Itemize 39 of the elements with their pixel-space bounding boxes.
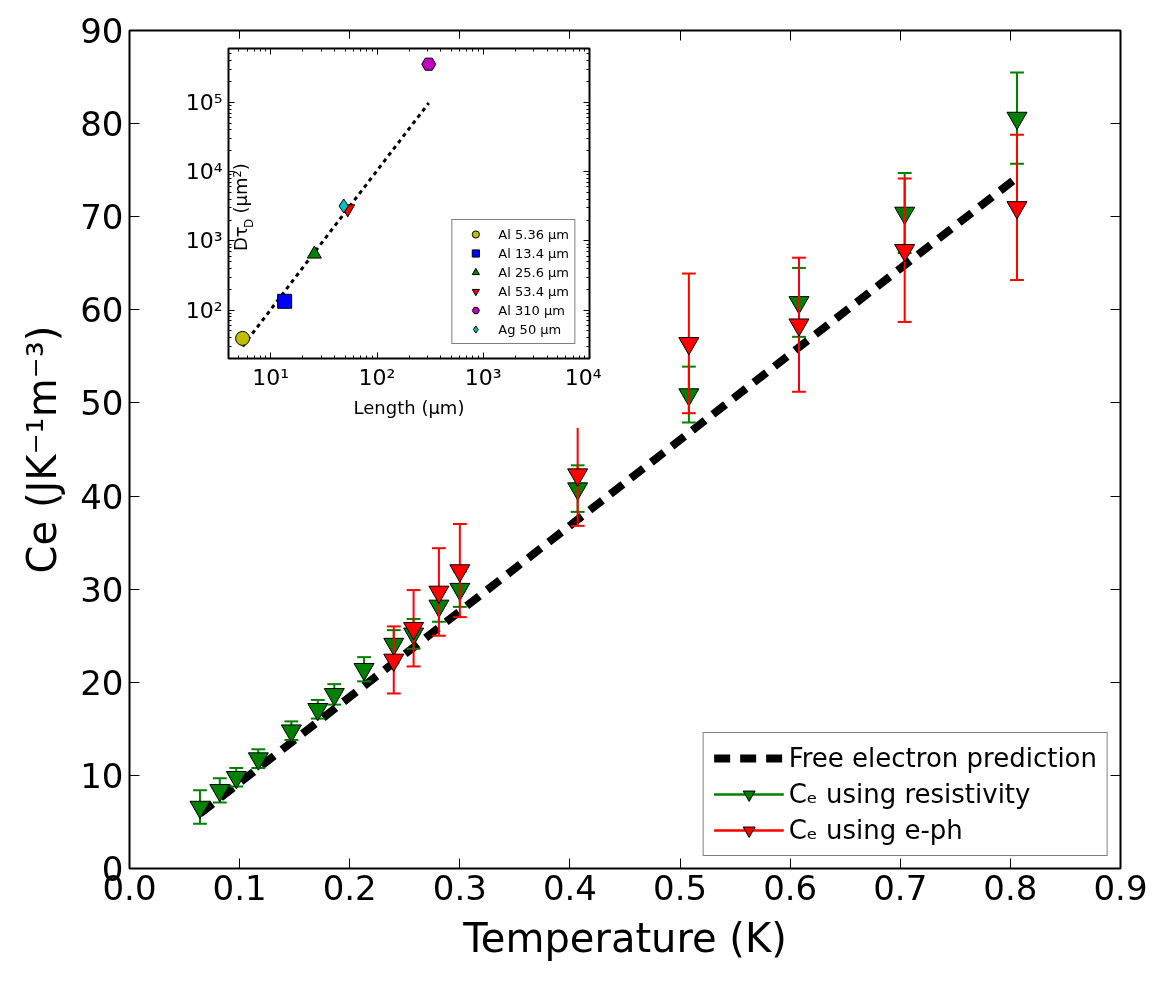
- y-tick-label: 80: [80, 104, 124, 145]
- x-tick-label: 0.4: [542, 867, 597, 908]
- y-tick-label: 40: [80, 476, 124, 517]
- x-tick-label: 0.7: [873, 867, 928, 908]
- y-tick-label: 10⁴: [185, 159, 223, 185]
- x-axis-title: Length (μm): [353, 396, 465, 418]
- y-tick-label: 90: [80, 11, 124, 51]
- y-tick-label: 20: [80, 662, 124, 703]
- x-tick-label: 10⁴: [564, 364, 602, 390]
- legend-label: Al 13.4 μm: [498, 245, 569, 261]
- x-tick-label: 0.3: [432, 867, 487, 908]
- x-tick-label: 0.1: [212, 867, 267, 908]
- y-axis-title: Ce (JK⁻¹m⁻³): [19, 325, 66, 574]
- legend-label: Free electron prediction: [788, 743, 1097, 773]
- y-axis-title: DτD (μm²): [229, 163, 256, 252]
- y-tick-label: 50: [80, 383, 124, 424]
- x-axis-title: Temperature (K): [462, 914, 787, 961]
- y-tick-label: 10: [80, 755, 124, 796]
- legend-label: Cₑ using e-ph: [788, 815, 963, 845]
- x-tick-label: 0.2: [322, 867, 377, 908]
- x-tick-label: 10²: [358, 364, 396, 390]
- y-tick-label: 70: [80, 197, 124, 238]
- legend-label: Al 310 μm: [498, 302, 565, 318]
- x-tick-label: 10¹: [252, 364, 290, 390]
- y-tick-label: 10²: [185, 297, 223, 323]
- legend-label: Ag 50 μm: [498, 321, 562, 337]
- legend-label: Al 25.6 μm: [498, 264, 569, 280]
- y-tick-label: 10⁵: [185, 89, 223, 115]
- legend-label: Cₑ using resistivity: [788, 779, 1031, 809]
- x-tick-label: 0.9: [1093, 867, 1148, 908]
- y-tick-label: 60: [80, 290, 124, 331]
- x-tick-label: 0.5: [653, 867, 708, 908]
- y-tick-label: 10³: [185, 228, 223, 254]
- x-tick-label: 0.6: [763, 867, 818, 908]
- x-tick-label: 10³: [464, 364, 502, 390]
- y-tick-label: 30: [80, 569, 124, 610]
- x-tick-label: 0.8: [983, 867, 1038, 908]
- legend-label: Al 53.4 μm: [498, 283, 569, 299]
- legend-label: Al 5.36 μm: [498, 226, 569, 242]
